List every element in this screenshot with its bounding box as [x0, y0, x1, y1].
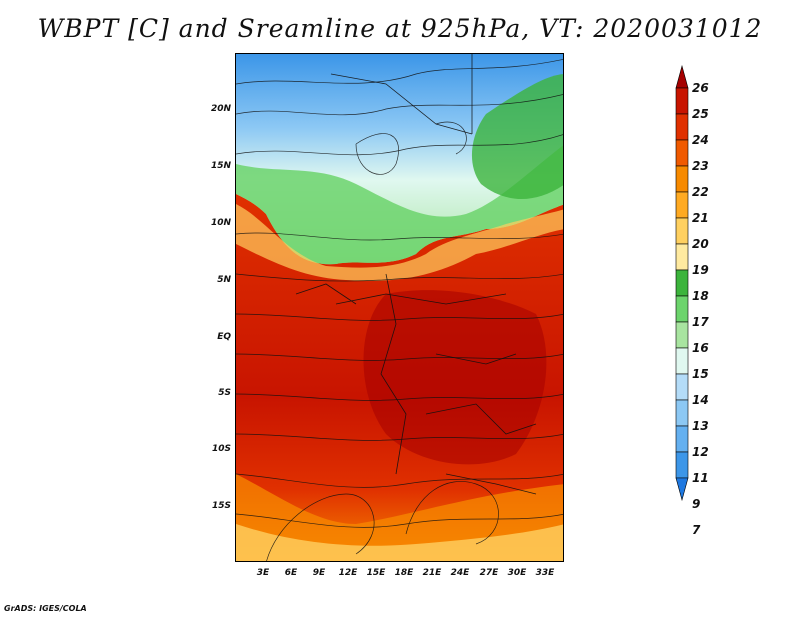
- lat-label-15n: 15N: [210, 161, 231, 171]
- colorbar-label-15: 15: [692, 367, 709, 381]
- colorbar-swatch: [675, 399, 689, 427]
- colorbar-label-19: 19: [692, 263, 709, 277]
- colorbar-label-16: 16: [692, 341, 709, 355]
- colorbar-swatch: [675, 139, 689, 167]
- colorbar-label-18: 18: [692, 289, 709, 303]
- lon-label-24e: 24E: [450, 568, 470, 578]
- colorbar-label-22: 22: [692, 185, 709, 199]
- colorbar-swatch: [675, 347, 689, 375]
- lat-label-15s: 15S: [211, 501, 231, 511]
- lon-label-27e: 27E: [479, 568, 499, 578]
- lon-label-6e: 6E: [284, 568, 298, 578]
- colorbar-label-24: 24: [692, 133, 709, 147]
- lon-label-18e: 18E: [394, 568, 414, 578]
- colorbar-label-20: 20: [692, 237, 709, 251]
- colorbar-label-26: 26: [692, 81, 709, 95]
- colorbar-swatch: [675, 321, 689, 349]
- lat-label-10n: 10N: [210, 218, 231, 228]
- colorbar-label-13: 13: [692, 419, 709, 433]
- colorbar-swatch: [675, 191, 689, 219]
- credit-label: GrADS: IGES/COLA: [4, 604, 87, 613]
- colorbar-label-11: 11: [692, 471, 709, 485]
- lat-label-10s: 10S: [211, 444, 231, 454]
- colorbar-swatch: [675, 165, 689, 193]
- map-panel: [235, 53, 564, 562]
- lon-label-21e: 21E: [422, 568, 442, 578]
- lon-label-12e: 12E: [338, 568, 358, 578]
- lat-label-20n: 20N: [210, 104, 231, 114]
- colorbar-swatch: [675, 87, 689, 115]
- lat-label-5n: 5N: [217, 275, 231, 285]
- colorbar-swatch: [675, 451, 689, 479]
- colorbar-label-25: 25: [692, 107, 709, 121]
- colorbar-swatch: [675, 477, 689, 502]
- colorbar-label-12: 12: [692, 445, 709, 459]
- map-title: WBPT [C] and Sreamline at 925hPa, VT: 20…: [37, 14, 763, 43]
- lon-label-9e: 9E: [312, 568, 326, 578]
- colorbar-label-7: 7: [692, 523, 701, 537]
- colorbar-label-14: 14: [692, 393, 709, 407]
- lon-label-30e: 30E: [507, 568, 527, 578]
- colorbar-label-23: 23: [692, 159, 709, 173]
- lon-label-33e: 33E: [535, 568, 555, 578]
- lat-label-eq: EQ: [217, 332, 231, 342]
- wbpt-field: [236, 54, 563, 561]
- colorbar-swatch: [675, 243, 689, 271]
- colorbar-swatch: [675, 373, 689, 401]
- colorbar-swatch: [675, 295, 689, 323]
- colorbar-swatch: [675, 269, 689, 297]
- colorbar-swatch: [675, 217, 689, 245]
- lon-label-3e: 3E: [256, 568, 270, 578]
- colorbar-swatch: [675, 113, 689, 141]
- colorbar-label-17: 17: [692, 315, 709, 329]
- lat-label-5s: 5S: [218, 388, 231, 398]
- colorbar-swatch: [675, 425, 689, 453]
- colorbar-label-9: 9: [692, 497, 701, 511]
- colorbar-label-21: 21: [692, 211, 709, 225]
- colorbar-swatch: [675, 64, 689, 89]
- lon-label-15e: 15E: [366, 568, 386, 578]
